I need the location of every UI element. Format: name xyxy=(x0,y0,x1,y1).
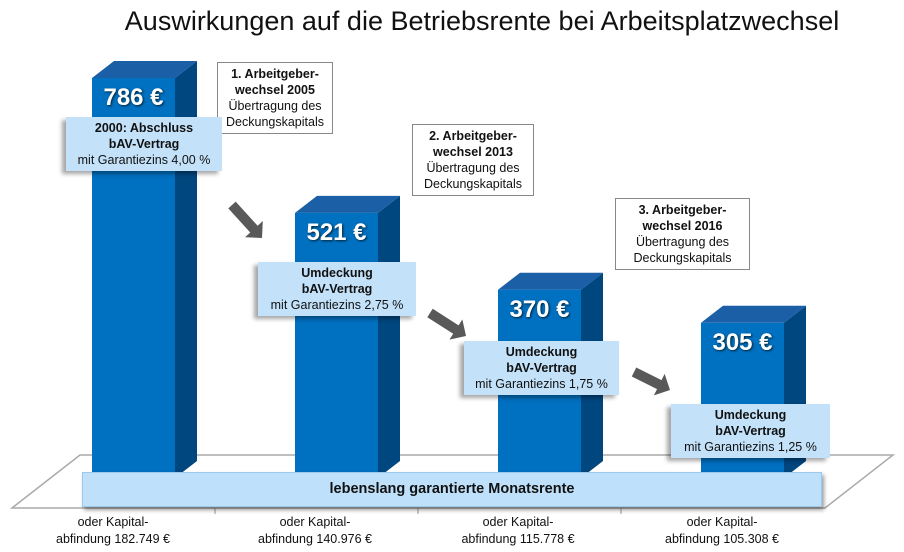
category-line: oder Kapital- xyxy=(77,515,149,529)
bar-label-text: mit Garantiezins 4,00 % xyxy=(77,153,211,167)
event-title: wechsel 2005 xyxy=(235,83,315,97)
value-label: 786 € xyxy=(103,84,164,111)
event-text: Deckungskapitals xyxy=(226,115,324,129)
bar-label-title: bAV-Vertrag xyxy=(108,137,180,151)
arrow-icon xyxy=(427,308,467,340)
bar-label-text: mit Garantiezins 2,75 % xyxy=(270,298,404,312)
bar-label-title: Umdeckung xyxy=(505,345,578,359)
category-line: oder Kapital- xyxy=(482,515,554,529)
event-title: 2. Arbeitgeber- xyxy=(429,129,517,143)
arrow-shape xyxy=(228,201,263,238)
value-label: 521 € xyxy=(306,218,367,246)
bar-label-3: Umdeckung bAV-Vertrag mit Garantiezins 1,… xyxy=(464,341,619,395)
bar-label-text: mit Garantiezins 1,25 % xyxy=(684,440,817,454)
event-text: Übertragung des xyxy=(426,161,520,175)
category-line: abfindung 105.308 € xyxy=(665,532,779,546)
category-line: abfindung 182.749 € xyxy=(56,532,170,546)
bar-label-title: bAV-Vertrag xyxy=(715,424,786,438)
event-text: Übertragung des xyxy=(635,235,730,249)
event-title: 1. Arbeitgeber- xyxy=(231,67,319,81)
bar-label-2: Umdeckung bAV-Vertrag mit Garantiezins 2,… xyxy=(258,262,416,316)
bar-top xyxy=(295,195,400,213)
event-box-3: 3. Arbeitgeber-wechsel 2016 Übertragung … xyxy=(615,198,750,270)
bar-label-text: mit Garantiezins 1,75 % xyxy=(475,377,608,391)
bar-top xyxy=(92,61,197,78)
arrow-icon xyxy=(228,201,263,238)
category-line: oder Kapital- xyxy=(686,515,758,529)
bar-top xyxy=(701,305,806,323)
bar-label-title: bAV-Vertrag xyxy=(301,282,373,296)
category-label-2: oder Kapital-abfindung 140.976 € xyxy=(215,514,415,548)
arrow-icon xyxy=(631,367,670,396)
bar xyxy=(295,212,378,478)
bar-label-4: Umdeckung bAV-Vertrag mit Garantiezins 1,… xyxy=(671,404,830,458)
bar-side xyxy=(378,195,400,478)
category-label-3: oder Kapital-abfindung 115.778 € xyxy=(418,514,618,548)
bar-top xyxy=(498,272,603,290)
arrow-shape xyxy=(631,367,670,396)
event-text: Deckungskapitals xyxy=(633,251,732,265)
event-box-1: 1. Arbeitgeber-wechsel 2005 Übertragung … xyxy=(217,62,333,134)
category-line: oder Kapital- xyxy=(279,515,351,529)
category-line: abfindung 140.976 € xyxy=(258,532,372,546)
category-label-4: oder Kapital-abfindung 105.308 € xyxy=(622,514,822,548)
bar-label-title: 2000: Abschluss xyxy=(94,121,194,135)
event-title: wechsel 2013 xyxy=(433,145,513,159)
event-text: Übertragung des xyxy=(228,99,322,113)
bar-label-title: bAV-Vertrag xyxy=(506,361,577,375)
category-line: abfindung 115.778 € xyxy=(461,532,575,546)
arrow-shape xyxy=(427,308,467,340)
chart-title: Auswirkungen auf die Betriebsrente bei A… xyxy=(124,6,840,36)
category-label-1: oder Kapital-abfindung 182.749 € xyxy=(13,514,213,548)
monthly-pension-banner: lebenslang garantierte Monatsrente xyxy=(82,472,822,507)
bar-label-1: 2000: Abschluss bAV-Vertrag mit Garantiez… xyxy=(66,117,222,171)
bar-label-title: Umdeckung xyxy=(714,408,787,422)
event-title: 3. Arbeitgeber- xyxy=(638,203,727,217)
event-box-2: 2. Arbeitgeber-wechsel 2013 Übertragung … xyxy=(412,124,534,196)
value-label: 305 € xyxy=(712,328,773,356)
bar-label-title: Umdeckung xyxy=(301,266,373,280)
event-text: Deckungskapitals xyxy=(424,177,522,191)
value-label: 370 € xyxy=(509,295,570,323)
event-title: wechsel 2016 xyxy=(642,219,723,233)
